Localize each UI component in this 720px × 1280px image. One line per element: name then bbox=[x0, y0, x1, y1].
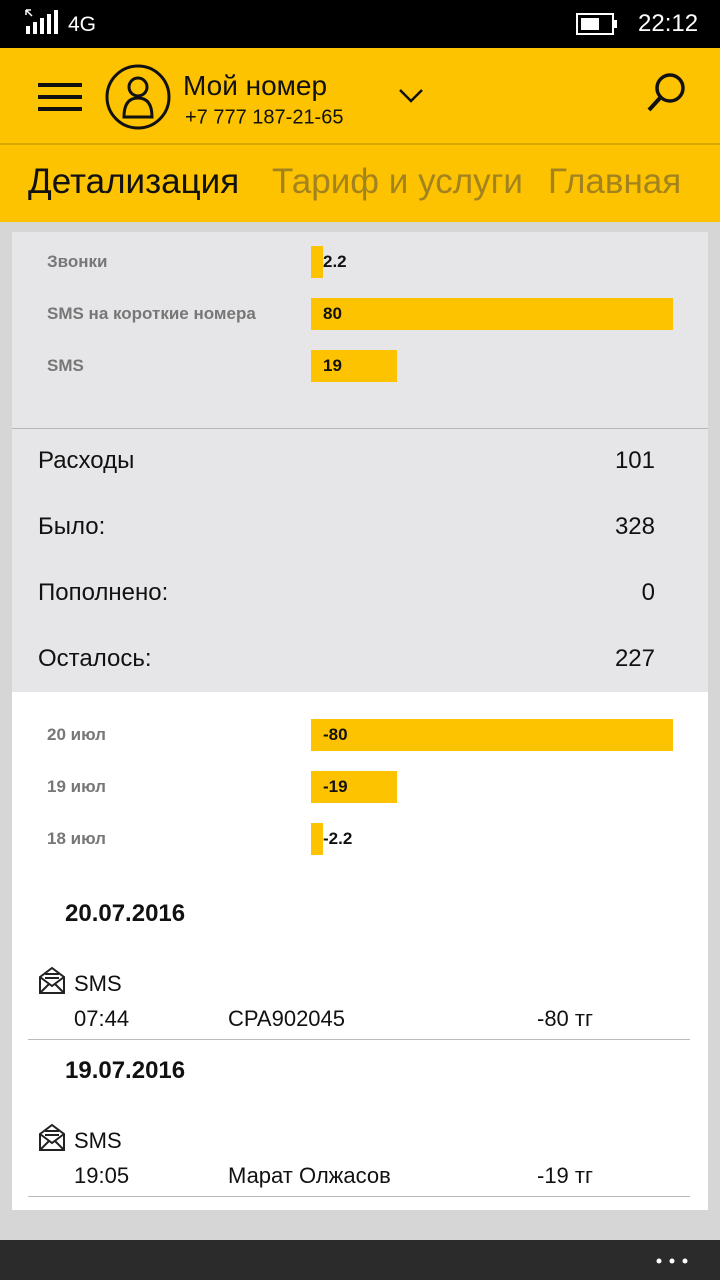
usage-chart: Звонки 2.2 SMS на короткие номера 80 SMS 19 bbox=[12, 232, 708, 429]
tx-time: 07:44 bbox=[74, 1006, 130, 1031]
avatar-icon[interactable] bbox=[104, 63, 172, 131]
tab-active[interactable]: Детализация bbox=[28, 162, 240, 201]
more-button[interactable] bbox=[656, 1258, 688, 1264]
tab-bar: Детализация Тариф и услуги Главная bbox=[0, 145, 720, 222]
transactions: 20.07.2016 SMS 07:44 CPA902045 -80 тг 19.07.2… bbox=[12, 872, 708, 1210]
value-label: -80 bbox=[323, 725, 348, 744]
divider bbox=[28, 1196, 690, 1197]
bar bbox=[311, 350, 397, 382]
daily-chart: 20 июл -80 19 июл -19 18 июл -2.2 bbox=[12, 692, 708, 872]
phone-number: +7 777 187-21-65 bbox=[185, 106, 344, 129]
battery-icon bbox=[576, 13, 617, 35]
value-label: 2.2 bbox=[323, 252, 347, 271]
summary-label: Было: bbox=[38, 513, 106, 540]
date-header: 19.07.2016 bbox=[65, 1057, 186, 1084]
summary-value: 227 bbox=[614, 645, 655, 672]
value-label: 80 bbox=[323, 304, 342, 323]
summary-value: 101 bbox=[614, 447, 655, 474]
bar bbox=[311, 719, 673, 751]
date-header: 20.07.2016 bbox=[65, 900, 186, 927]
summary-label: Пополнено: bbox=[38, 579, 169, 606]
summary: Расходы 101 Было: 328 Пополнено: 0 Осталось: 22… bbox=[12, 429, 708, 692]
sms-icon bbox=[38, 965, 66, 1000]
summary-label: Осталось: bbox=[38, 645, 152, 672]
sms-icon bbox=[39, 1123, 65, 1151]
category-label: SMS bbox=[47, 356, 84, 375]
content-card: Звонки 2.2 SMS на короткие номера 80 SMS 19 Р… bbox=[12, 232, 708, 1210]
value-label: 19 bbox=[323, 356, 342, 375]
value-label: -19 bbox=[323, 777, 348, 796]
category-label: 18 июл bbox=[47, 829, 106, 848]
bar bbox=[311, 298, 673, 330]
account-title[interactable]: Мой номер bbox=[183, 70, 328, 101]
tab[interactable]: Главная bbox=[548, 162, 682, 201]
category-label: Звонки bbox=[47, 252, 108, 271]
tx-kind: SMS bbox=[74, 971, 122, 996]
clock: 22:12 bbox=[638, 10, 699, 37]
status-bar: 4G 22:12 bbox=[0, 0, 720, 48]
network: 4G bbox=[68, 13, 97, 36]
divider bbox=[28, 1039, 690, 1040]
tx-party: Марат Олжасов bbox=[228, 1163, 391, 1188]
tx-party: CPA902045 bbox=[228, 1006, 346, 1031]
dropdown-chevron[interactable] bbox=[398, 88, 424, 104]
summary-value: 328 bbox=[614, 513, 655, 540]
app-bar bbox=[0, 1240, 720, 1280]
menu-button[interactable] bbox=[38, 82, 82, 112]
search-button[interactable] bbox=[646, 72, 688, 114]
sms-icon bbox=[38, 1122, 66, 1157]
tx-amount: -80 тг bbox=[537, 1006, 594, 1031]
value-label: -2.2 bbox=[323, 829, 353, 848]
bar bbox=[311, 771, 397, 803]
tx-amount: -19 тг bbox=[537, 1163, 594, 1188]
category-label: SMS на короткие номера bbox=[47, 304, 256, 323]
tx-time: 19:05 bbox=[74, 1163, 130, 1188]
summary-label: Расходы bbox=[38, 447, 135, 474]
signal-icon bbox=[25, 9, 58, 34]
summary-value: 0 bbox=[641, 579, 655, 606]
tx-kind: SMS bbox=[74, 1128, 122, 1153]
tab[interactable]: Тариф и услуги bbox=[272, 162, 523, 201]
category-label: 19 июл bbox=[47, 777, 106, 796]
sms-icon bbox=[39, 966, 65, 994]
bar bbox=[311, 246, 323, 278]
category-label: 20 июл bbox=[47, 725, 106, 744]
app-header: Мой номер +7 777 187-21-65 bbox=[0, 48, 720, 145]
bar bbox=[311, 823, 323, 855]
